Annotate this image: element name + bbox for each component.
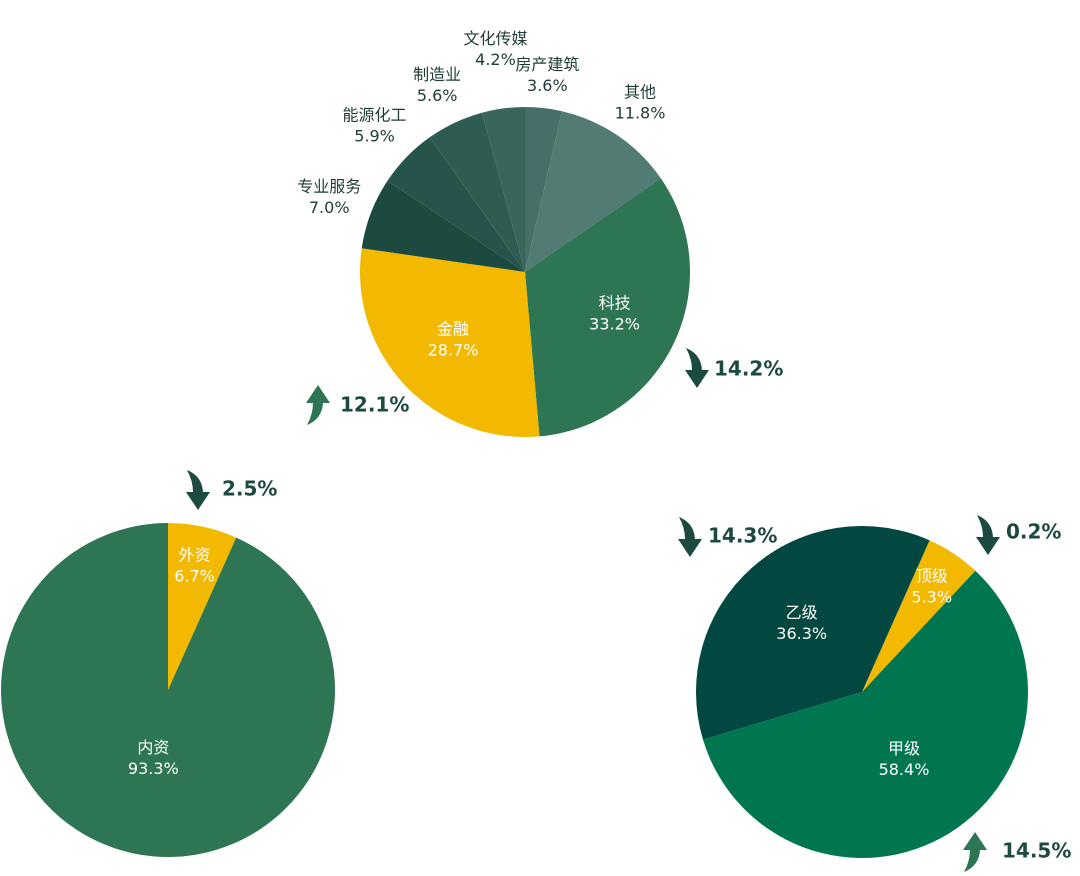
trend-arrow: [186, 470, 210, 510]
slice-label: 专业服务: [297, 177, 361, 196]
pie: [695, 525, 1028, 858]
slice-value-label: 93.3%: [128, 759, 179, 778]
slice-label: 外资: [179, 545, 211, 564]
slice-value-label: 6.7%: [174, 566, 215, 585]
slice-value-label: 5.6%: [417, 86, 458, 105]
slice-value-label: 7.0%: [309, 198, 350, 217]
trend-arrow: [963, 832, 987, 872]
slice-label: 金融: [437, 319, 469, 338]
slice-label: 科技: [599, 294, 631, 313]
slice-value-label: 58.4%: [879, 760, 930, 779]
slice-label: 乙级: [786, 603, 818, 622]
pie-slice: [525, 111, 661, 272]
pie: [359, 107, 690, 437]
slice-value-label: 3.6%: [527, 76, 568, 95]
slice-value-label: 5.9%: [354, 127, 395, 146]
pie: [1, 523, 336, 857]
pie-slice: [359, 248, 540, 437]
pie-slice: [168, 523, 237, 690]
slice-label: 房产建筑: [515, 55, 579, 74]
slice-label: 能源化工: [343, 106, 407, 125]
pie-slice: [525, 178, 690, 437]
trend-label: 0.2%: [1006, 520, 1061, 544]
slice-label: 其他: [624, 82, 656, 101]
pie-slice: [481, 107, 525, 272]
slice-label: 文化传媒: [463, 29, 527, 48]
slice-value-label: 11.8%: [615, 103, 666, 122]
slice-label: 顶级: [916, 566, 948, 585]
slice-label: 制造业: [413, 65, 461, 84]
trend-arrow: [976, 515, 1000, 555]
trend-arrow: [685, 348, 709, 388]
pie-slice: [361, 180, 525, 272]
slice-value-label: 33.2%: [589, 315, 640, 334]
slice-label: 内资: [137, 738, 169, 757]
trend-label: 14.5%: [1002, 839, 1071, 863]
pie-slice: [702, 570, 1028, 858]
trend-label: 12.1%: [340, 393, 409, 417]
pie-slice: [387, 137, 525, 272]
pie-slice: [695, 525, 930, 740]
slice-value-label: 36.3%: [776, 624, 827, 643]
trend-label: 14.2%: [714, 357, 783, 381]
pie-slice: [525, 107, 563, 272]
slice-value-label: 28.7%: [428, 340, 479, 359]
pie-slice: [429, 112, 525, 272]
trend-arrow: [678, 517, 702, 557]
trend-arrow: [306, 385, 330, 425]
slice-label: 甲级: [888, 739, 920, 758]
slice-value-label: 5.3%: [911, 587, 952, 606]
trend-label: 2.5%: [222, 477, 277, 501]
pie-slice: [862, 540, 976, 692]
slice-value-label: 4.2%: [475, 50, 516, 69]
pie-slice: [1, 523, 336, 857]
trend-label: 14.3%: [708, 524, 777, 548]
